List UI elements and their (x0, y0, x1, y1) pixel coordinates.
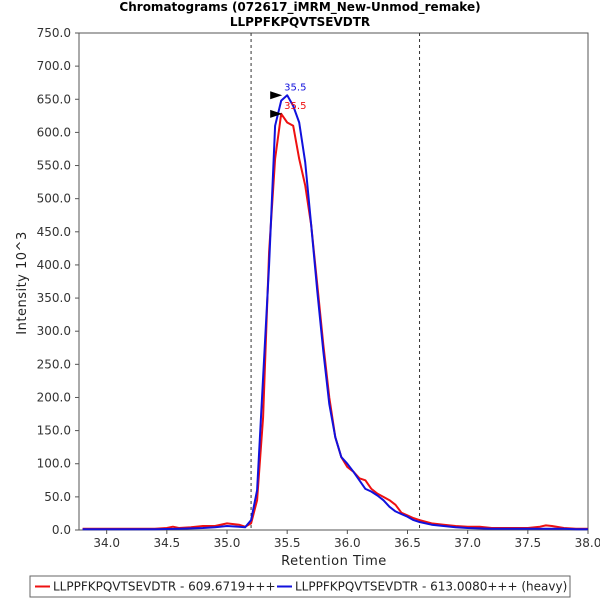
legend-box (29, 575, 571, 598)
axis-ticks: 0.0 50.0 100.0 150.0 200.0 250.0 300.0 350.0 400… (37, 26, 600, 550)
y-tick-label: 550.0 (37, 159, 71, 173)
y-tick-label: 650.0 (37, 92, 71, 106)
y-tick-label: 50.0 (44, 490, 71, 504)
chart-subtitle: LLPPFKPQVTSEVDTR (230, 15, 370, 29)
legend-label: LLPPFKPQVTSEVDTR - 609.6719+++ (53, 580, 276, 594)
y-tick-label: 750.0 (37, 26, 71, 40)
peak-marker-arrow (270, 91, 283, 100)
legend-label: LLPPFKPQVTSEVDTR - 613.0080+++ (heavy) (295, 580, 567, 594)
x-tick-label: 35.0 (214, 536, 241, 550)
x-tick-label: 37.5 (514, 536, 541, 550)
y-tick-label: 700.0 (37, 59, 71, 73)
y-tick-label: 500.0 (37, 192, 71, 206)
x-axis-title: Retention Time (281, 554, 387, 569)
x-tick-label: 36.0 (334, 536, 361, 550)
y-tick-label: 100.0 (37, 457, 71, 471)
y-tick-label: 200.0 (37, 390, 71, 404)
plot-area: 35.5 35.5 (78, 32, 589, 531)
x-tick-label: 37.0 (454, 536, 481, 550)
x-tick-label: 38.0 (575, 536, 600, 550)
y-tick-label: 150.0 (37, 424, 71, 438)
y-tick-label: 450.0 (37, 225, 71, 239)
y-tick-label: 400.0 (37, 258, 71, 272)
x-tick-label: 35.5 (274, 536, 301, 550)
peak-label: 35.5 (284, 82, 306, 93)
series-line-2 (82, 94, 588, 531)
x-tick-label: 34.0 (93, 536, 120, 550)
legend: LLPPFKPQVTSEVDTR - 609.6719+++ LLPPFKPQVT… (29, 575, 571, 598)
chart-title: Chromatograms (072617_iMRM_New-Unmod_rem… (119, 0, 480, 15)
x-tick-label: 34.5 (153, 536, 180, 550)
y-tick-label: 600.0 (37, 125, 71, 139)
y-tick-label: 350.0 (37, 291, 71, 305)
x-tick-label: 36.5 (394, 536, 421, 550)
y-axis-title: Intensity 10^3 (15, 231, 30, 334)
plot-frame (78, 32, 589, 531)
peak-marker-arrow (270, 109, 283, 118)
y-tick-label: 250.0 (37, 357, 71, 371)
peak-label: 35.5 (284, 101, 306, 112)
y-tick-label: 300.0 (37, 324, 71, 338)
y-tick-label: 0.0 (52, 523, 71, 537)
